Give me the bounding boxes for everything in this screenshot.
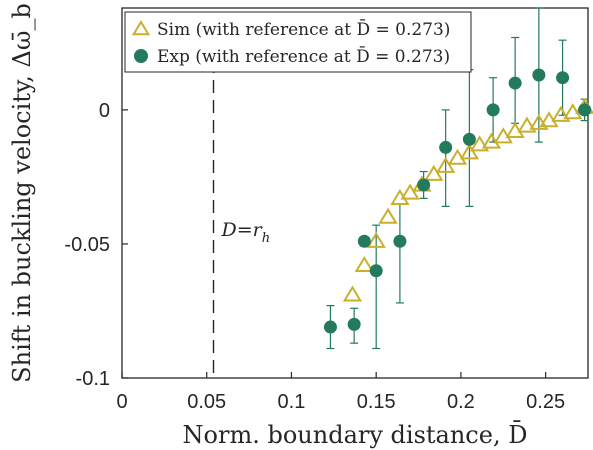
exp-point [556,71,570,85]
legend-exp-circle-icon [134,49,148,63]
exp-point [462,132,476,146]
x-tick-label: 0.15 [357,391,396,413]
exp-point [417,178,431,192]
sim-point [378,207,398,224]
exp-point [508,76,522,90]
legend-box [124,11,472,73]
sim-point [400,183,420,200]
y-tick-label: -0.05 [64,234,110,256]
plot-area: D=rh 0 0.05 0.1 0.15 0.2 0.25 -0.1 -0.05 0 [64,7,593,413]
plot-frame [121,7,589,379]
boundary-annotation: D=rh [221,219,271,246]
sim-series [342,97,593,302]
sim-point [459,143,480,160]
x-tick-label: 0.25 [526,391,565,413]
exp-point [439,140,453,154]
annotation-subscript: h [262,231,270,246]
exp-point [347,317,361,331]
legend: Sim (with reference at D̄ = 0.273) Exp (… [124,11,472,73]
x-axis-ticks: 0 0.05 0.1 0.15 0.2 0.25 [116,372,565,413]
y-tick-label: -0.1 [76,368,110,390]
x-tick-label: 0 [116,391,127,413]
sim-point [354,255,374,273]
legend-sim-label: Sim (with reference at D̄ = 0.273) [157,18,450,40]
exp-series [323,68,592,334]
legend-sim-triangle-icon [131,20,151,36]
annotation-main-text: D=r [221,219,264,241]
y-axis-label: Shift in buckling velocity, Δω̄_b [8,3,36,383]
exp-point [532,68,546,82]
sim-point [517,116,537,133]
y-tick-label: 0 [99,100,110,122]
sim-point [436,156,456,173]
sim-point [366,231,386,248]
exp-point [486,103,500,117]
sim-point [551,105,571,122]
y-axis-ticks: -0.1 -0.05 0 [64,100,128,390]
exp-point [578,103,592,117]
sim-point [424,164,444,181]
sim-point [469,135,490,152]
exp-point [369,264,383,278]
x-tick-label: 0.2 [447,391,475,413]
legend-exp-label: Exp (with reference at D̄ = 0.273) [157,45,450,67]
exp-point [393,234,407,248]
sim-point [342,285,363,302]
x-tick-label: 0.1 [278,391,306,413]
x-tick-label: 0.05 [187,391,226,413]
exp-point [323,320,337,334]
exp-point [357,234,371,248]
x-axis-label: Norm. boundary distance, D̄ [183,421,528,449]
